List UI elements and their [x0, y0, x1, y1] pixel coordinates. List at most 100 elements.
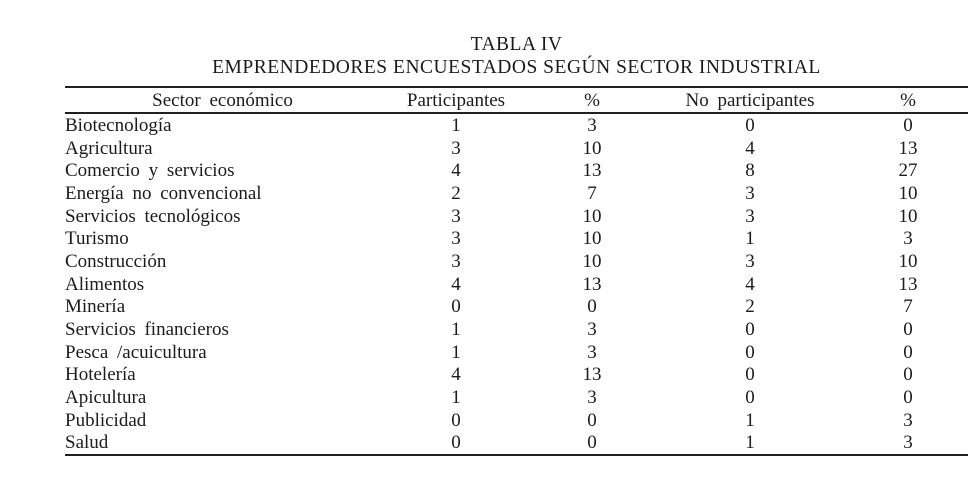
sector-cell: Alimentos: [65, 273, 145, 295]
value-cell: 10: [582, 205, 602, 227]
value-cell: 1: [745, 432, 755, 454]
value-cell: 3: [587, 114, 597, 136]
value-cell: 0: [587, 432, 597, 454]
table-row: Servicios tecnológicos 3 10 3 10: [65, 205, 968, 228]
table-row: Alimentos 4 13 4 13: [65, 273, 968, 296]
col-header-pct-no-participantes: %: [900, 89, 916, 111]
value-cell: 10: [582, 137, 602, 159]
table-row: Agricultura 3 10 4 13: [65, 137, 968, 160]
value-cell: 0: [587, 296, 597, 318]
value-cell: 3: [587, 319, 597, 341]
value-cell: 2: [451, 182, 461, 204]
value-cell: 0: [903, 341, 913, 363]
table-subtitle: EMPRENDEDORES ENCUESTADOS SEGÚN SECTOR I…: [212, 57, 821, 78]
sector-cell: Publicidad: [65, 409, 147, 431]
value-cell: 8: [745, 160, 755, 182]
value-cell: 3: [451, 137, 461, 159]
value-cell: 3: [451, 250, 461, 272]
value-cell: 3: [587, 387, 597, 409]
value-cell: 13: [582, 364, 602, 386]
header-row: Sector económico Participantes % No part…: [65, 87, 968, 113]
value-cell: 0: [745, 364, 755, 386]
paper-table-block: TABLA IV EMPRENDEDORES ENCUESTADOS SEGÚN…: [65, 0, 968, 457]
value-cell: 13: [898, 137, 918, 159]
value-cell: 1: [451, 387, 461, 409]
table-title-block: TABLA IV EMPRENDEDORES ENCUESTADOS SEGÚN…: [65, 0, 968, 79]
table-row: Biotecnología 1 3 0 0: [65, 113, 968, 137]
value-cell: 10: [898, 250, 918, 272]
value-cell: 1: [451, 319, 461, 341]
value-cell: 10: [582, 228, 602, 250]
value-cell: 0: [451, 432, 461, 454]
value-cell: 4: [745, 273, 755, 295]
col-header-participantes: Participantes: [406, 89, 506, 111]
table-row: Servicios financieros 1 3 0 0: [65, 318, 968, 341]
table-row: Construcción 3 10 3 10: [65, 250, 968, 273]
value-cell: 3: [587, 341, 597, 363]
value-cell: 3: [903, 228, 913, 250]
value-cell: 4: [745, 137, 755, 159]
value-cell: 4: [451, 160, 461, 182]
sector-cell: Servicios tecnológicos: [65, 205, 241, 227]
table-row: Energía no convencional 2 7 3 10: [65, 182, 968, 205]
value-cell: 4: [451, 273, 461, 295]
table-row: Comercio y servicios 4 13 8 27: [65, 159, 968, 182]
value-cell: 10: [582, 250, 602, 272]
sector-cell: Pesca /acuicultura: [65, 341, 207, 363]
value-cell: 13: [582, 160, 602, 182]
value-cell: 1: [745, 409, 755, 431]
value-cell: 0: [903, 319, 913, 341]
value-cell: 7: [587, 182, 597, 204]
value-cell: 27: [898, 160, 918, 182]
sector-cell: Comercio y servicios: [65, 160, 235, 182]
value-cell: 0: [903, 364, 913, 386]
value-cell: 0: [745, 387, 755, 409]
sector-cell: Servicios financieros: [65, 319, 229, 341]
sector-cell: Construcción: [65, 250, 167, 272]
value-cell: 0: [451, 409, 461, 431]
value-cell: 7: [903, 296, 913, 318]
value-cell: 10: [898, 205, 918, 227]
sector-table: Sector económico Participantes % No part…: [65, 86, 968, 457]
value-cell: 2: [745, 296, 755, 318]
table-row: Salud 0 0 1 3: [65, 432, 968, 456]
value-cell: 0: [903, 387, 913, 409]
value-cell: 0: [587, 409, 597, 431]
sector-cell: Apicultura: [65, 387, 147, 409]
table-row: Turismo 3 10 1 3: [65, 227, 968, 250]
table-body: Biotecnología 1 3 0 0 Agricultura 3 10 4 13 Comerc…: [65, 113, 968, 455]
table-row: Apicultura 1 3 0 0: [65, 386, 968, 409]
value-cell: 3: [745, 182, 755, 204]
value-cell: 13: [898, 273, 918, 295]
value-cell: 0: [903, 114, 913, 136]
value-cell: 3: [451, 228, 461, 250]
table-row: Pesca /acuicultura 1 3 0 0: [65, 341, 968, 364]
value-cell: 0: [745, 341, 755, 363]
sector-cell: Salud: [65, 432, 109, 454]
value-cell: 4: [451, 364, 461, 386]
value-cell: 0: [451, 296, 461, 318]
table-row: Minería 0 0 2 7: [65, 296, 968, 319]
value-cell: 3: [903, 432, 913, 454]
value-cell: 10: [898, 182, 918, 204]
sector-cell: Hotelería: [65, 364, 136, 386]
value-cell: 1: [451, 114, 461, 136]
col-header-sector: Sector económico: [152, 89, 293, 111]
col-header-pct-participantes: %: [584, 89, 600, 111]
sector-cell: Biotecnología: [65, 114, 172, 136]
table-title: TABLA IV: [470, 34, 563, 55]
value-cell: 13: [582, 273, 602, 295]
value-cell: 1: [451, 341, 461, 363]
table-row: Hotelería 4 13 0 0: [65, 364, 968, 387]
table-row: Publicidad 0 0 1 3: [65, 409, 968, 432]
value-cell: 3: [903, 409, 913, 431]
value-cell: 1: [745, 228, 755, 250]
value-cell: 3: [745, 205, 755, 227]
value-cell: 0: [745, 114, 755, 136]
col-header-no-participantes: No participantes: [685, 89, 815, 111]
sector-cell: Minería: [65, 296, 126, 318]
value-cell: 3: [745, 250, 755, 272]
value-cell: 3: [451, 205, 461, 227]
value-cell: 0: [745, 319, 755, 341]
sector-cell: Energía no convencional: [65, 182, 262, 204]
